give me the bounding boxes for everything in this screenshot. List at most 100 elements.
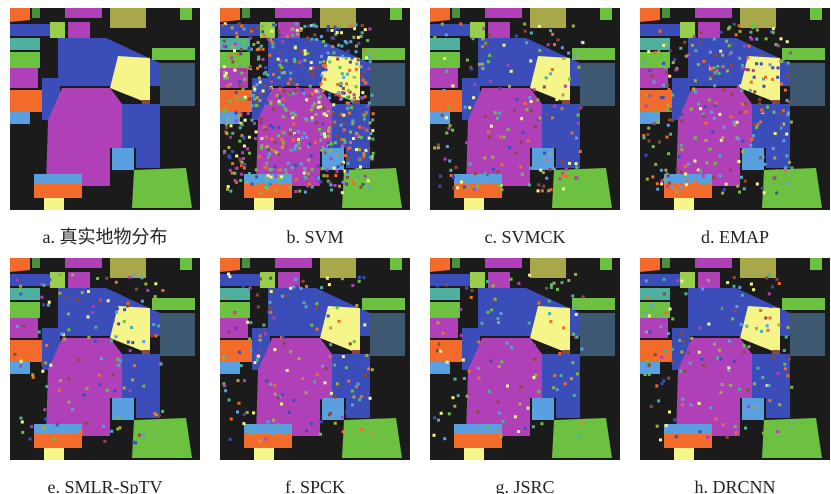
noise-pixel — [346, 176, 349, 179]
noise-pixel — [334, 141, 337, 144]
noise-pixel — [287, 82, 290, 85]
noise-pixel — [336, 83, 339, 86]
noise-pixel — [320, 167, 323, 170]
noise-pixel — [731, 317, 734, 320]
noise-pixel — [351, 403, 354, 406]
noise-pixel — [528, 96, 531, 99]
map-region — [65, 8, 102, 18]
noise-pixel — [238, 22, 241, 25]
noise-pixel — [352, 396, 355, 399]
noise-pixel — [751, 26, 754, 29]
noise-pixel — [654, 163, 657, 166]
noise-pixel — [759, 309, 762, 312]
noise-pixel — [743, 344, 746, 347]
noise-pixel — [750, 283, 753, 286]
noise-pixel — [514, 152, 517, 155]
noise-pixel — [142, 385, 145, 388]
noise-pixel — [645, 331, 648, 334]
noise-pixel — [468, 370, 471, 373]
noise-pixel — [749, 144, 752, 147]
noise-pixel — [293, 148, 296, 151]
noise-pixel — [299, 41, 302, 44]
noise-pixel — [718, 349, 721, 352]
noise-pixel — [659, 438, 662, 441]
map-region — [10, 318, 38, 338]
noise-pixel — [47, 304, 50, 307]
noise-pixel — [368, 127, 371, 130]
noise-pixel — [48, 278, 51, 281]
noise-pixel — [292, 285, 295, 288]
noise-pixel — [498, 412, 501, 415]
noise-pixel — [567, 52, 570, 55]
noise-pixel — [315, 90, 318, 93]
noise-pixel — [453, 405, 456, 408]
map-region — [10, 52, 40, 68]
noise-pixel — [783, 363, 786, 366]
map-region — [160, 313, 195, 356]
noise-pixel — [786, 182, 789, 185]
noise-pixel — [58, 389, 61, 392]
noise-pixel — [295, 144, 298, 147]
noise-pixel — [766, 80, 769, 83]
noise-pixel — [243, 42, 246, 45]
noise-pixel — [439, 350, 442, 353]
noise-pixel — [436, 284, 439, 287]
noise-pixel — [768, 292, 771, 295]
noise-pixel — [669, 133, 672, 136]
noise-pixel — [568, 78, 571, 81]
noise-pixel — [752, 69, 755, 72]
noise-pixel — [264, 186, 267, 189]
noise-pixel — [655, 384, 658, 387]
noise-pixel — [239, 126, 242, 129]
noise-pixel — [228, 156, 231, 159]
noise-pixel — [283, 132, 286, 135]
noise-pixel — [229, 136, 232, 139]
noise-pixel — [350, 106, 353, 109]
panel-caption: f. SPCK — [285, 477, 345, 494]
noise-pixel — [758, 98, 761, 101]
noise-pixel — [716, 357, 719, 360]
noise-pixel — [270, 137, 273, 140]
noise-pixel — [328, 138, 331, 141]
noise-pixel — [362, 127, 365, 130]
noise-pixel — [229, 169, 232, 172]
noise-pixel — [437, 146, 440, 149]
noise-pixel — [340, 138, 343, 141]
noise-pixel — [462, 359, 465, 362]
noise-pixel — [248, 98, 251, 101]
noise-pixel — [351, 25, 354, 28]
noise-pixel — [676, 168, 679, 171]
noise-pixel — [748, 45, 751, 48]
noise-pixel — [357, 383, 360, 386]
noise-pixel — [230, 42, 233, 45]
noise-pixel — [31, 373, 34, 376]
noise-pixel — [368, 102, 371, 105]
noise-pixel — [522, 131, 525, 134]
noise-pixel — [337, 44, 340, 47]
noise-pixel — [284, 173, 287, 176]
noise-pixel — [773, 157, 776, 160]
noise-pixel — [270, 176, 273, 179]
noise-pixel — [372, 331, 375, 334]
noise-pixel — [492, 168, 495, 171]
noise-pixel — [372, 112, 375, 115]
noise-pixel — [85, 422, 88, 425]
noise-pixel — [112, 373, 115, 376]
noise-pixel — [355, 50, 358, 53]
noise-pixel — [251, 119, 254, 122]
noise-pixel — [335, 105, 338, 108]
noise-pixel — [668, 49, 671, 52]
noise-pixel — [348, 189, 351, 192]
noise-pixel — [242, 285, 245, 288]
noise-pixel — [704, 375, 707, 378]
noise-pixel — [778, 282, 781, 285]
noise-pixel — [310, 122, 313, 125]
noise-pixel — [503, 44, 506, 47]
noise-pixel — [260, 144, 263, 147]
map-region — [485, 258, 522, 268]
noise-pixel — [304, 326, 307, 329]
noise-pixel — [507, 128, 510, 131]
noise-pixel — [347, 50, 350, 53]
map-region — [152, 48, 195, 60]
noise-pixel — [775, 169, 778, 172]
